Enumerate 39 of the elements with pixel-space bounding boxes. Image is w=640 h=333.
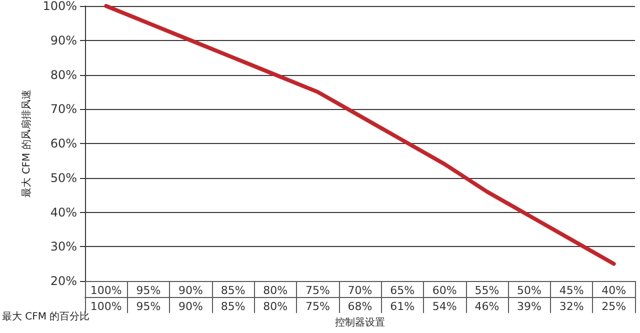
x-tick-label: 70% — [348, 284, 372, 297]
x-tick-label: 75% — [305, 284, 330, 297]
x-tick-label: 100% — [90, 284, 122, 297]
x-tick-label: 40% — [602, 284, 626, 297]
data-label: 54% — [432, 300, 457, 313]
text: 最大 CFM 的百分比 — [2, 310, 90, 322]
y-tick-label: 60% — [50, 136, 77, 150]
data-label: 25% — [602, 300, 626, 313]
data-label: 85% — [220, 300, 246, 313]
x-tick-label: 65% — [390, 284, 415, 297]
y-tick-label: 80% — [50, 68, 77, 82]
y-tick-label: 20% — [50, 274, 77, 288]
data-label: 75% — [305, 300, 330, 313]
data-label: 39% — [517, 300, 542, 313]
data-label: 68% — [348, 300, 372, 313]
x-tick-label: 90% — [178, 284, 203, 297]
x-tick-label: 55% — [474, 284, 500, 297]
data-label: 80% — [263, 300, 288, 313]
y-axis-title: 最大 CFM 的风扇排风速 — [20, 90, 32, 198]
line-series — [104, 4, 616, 266]
y-tick-label: 30% — [50, 240, 77, 254]
data-label: 61% — [390, 300, 415, 313]
data-label: 100% — [90, 300, 122, 313]
data-label: 95% — [136, 300, 161, 313]
data-label: 46% — [474, 300, 500, 313]
data-label: 90% — [178, 300, 203, 313]
x-axis-title: 控制器设置 — [335, 316, 385, 328]
x-tick-label: 45% — [559, 284, 584, 297]
data-label: 32% — [559, 300, 584, 313]
x-tick-label: 60% — [432, 284, 457, 297]
y-tick-label: 50% — [50, 170, 77, 185]
y-tick-label: 40% — [50, 205, 77, 220]
y-tick-label: 70% — [50, 102, 77, 116]
x-tick-label: 85% — [220, 284, 246, 297]
x-tick-label: 50% — [517, 284, 542, 297]
x-tick-label: 95% — [136, 284, 161, 297]
x-tick-label: 80% — [263, 284, 288, 297]
y-tick-label: 90% — [50, 33, 77, 48]
y-tick-label: 100% — [42, 0, 77, 13]
